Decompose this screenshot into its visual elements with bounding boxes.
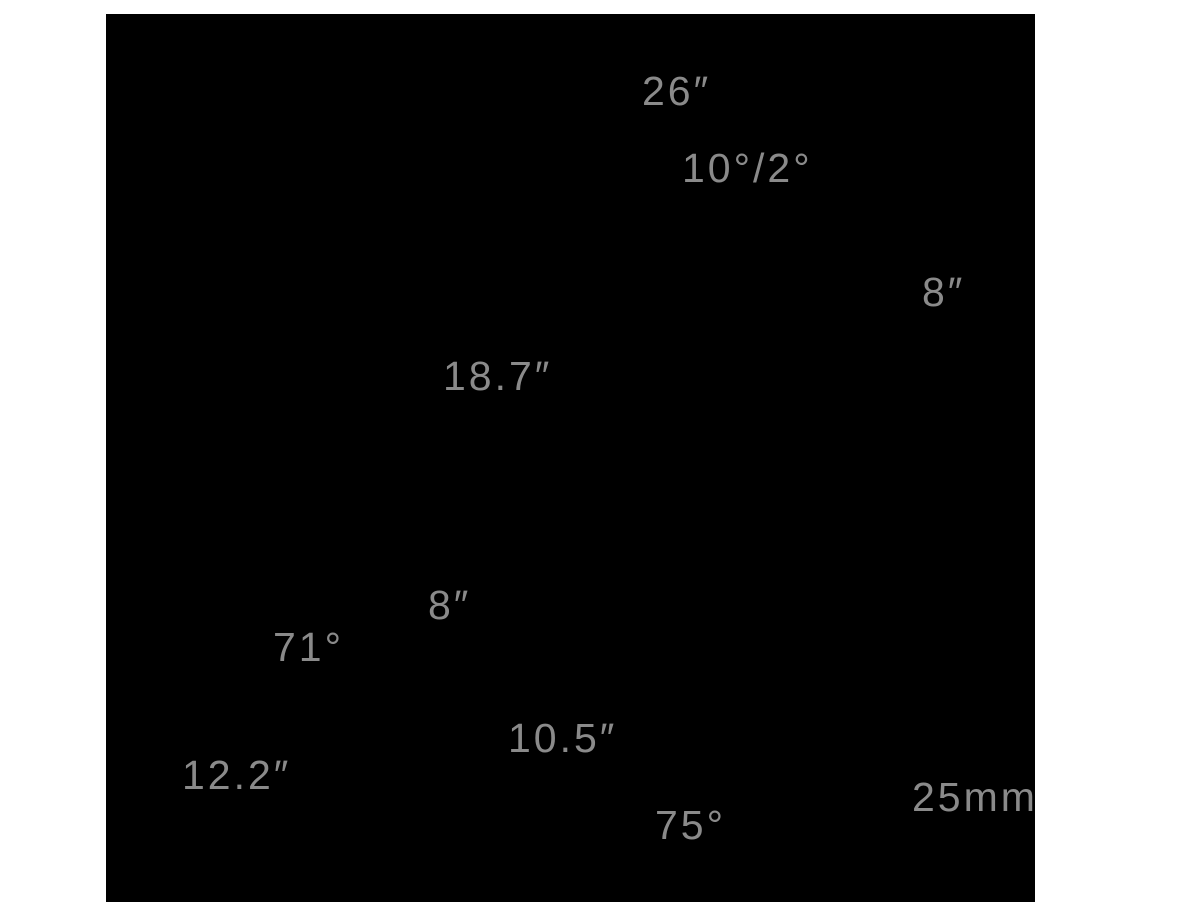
dimension-label-10-2-degree: 10°/2° xyxy=(682,145,813,191)
dimension-label-8-inch-mid: 8″ xyxy=(428,582,472,628)
dimension-label-18-7-inch: 18.7″ xyxy=(443,353,553,399)
dimension-label-75-degree: 75° xyxy=(655,802,727,848)
diagram-canvas: 26″ 10°/2° 8″ 18.7″ 8″ 71° 12.2″ 10.5″ 7… xyxy=(106,14,1035,902)
dimension-label-10-5-inch: 10.5″ xyxy=(508,715,618,761)
dimension-label-12-2-inch: 12.2″ xyxy=(182,752,292,798)
dimension-label-8-inch-upper: 8″ xyxy=(922,269,966,315)
dimension-label-26-inch: 26″ xyxy=(642,68,712,114)
dimension-label-25-mm: 25mm xyxy=(912,774,1038,820)
dimension-label-71-degree: 71° xyxy=(273,624,345,670)
